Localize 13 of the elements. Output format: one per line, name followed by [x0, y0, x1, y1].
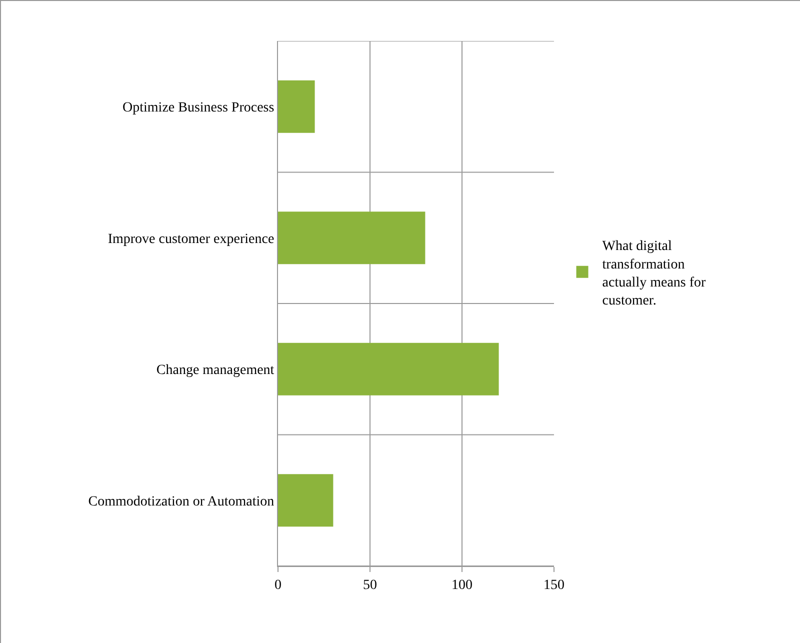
bar — [278, 212, 426, 264]
bar — [278, 474, 334, 527]
bar — [278, 342, 499, 396]
bar — [278, 80, 315, 133]
y-tick-label: Improve customer experience — [108, 232, 274, 247]
x-tick-label: 0 — [274, 578, 282, 593]
x-tick-label: 50 — [363, 578, 377, 593]
x-tick-label: 150 — [544, 578, 564, 593]
y-tick-label: Commodotization or Automation — [88, 494, 274, 510]
x-tick-label: 100 — [452, 578, 472, 593]
legend-label: What digital transformation actually means for customer. — [602, 239, 706, 309]
y-tick-label: Optimize Business Process — [122, 100, 274, 116]
y-tick-label: Change management — [156, 363, 274, 378]
